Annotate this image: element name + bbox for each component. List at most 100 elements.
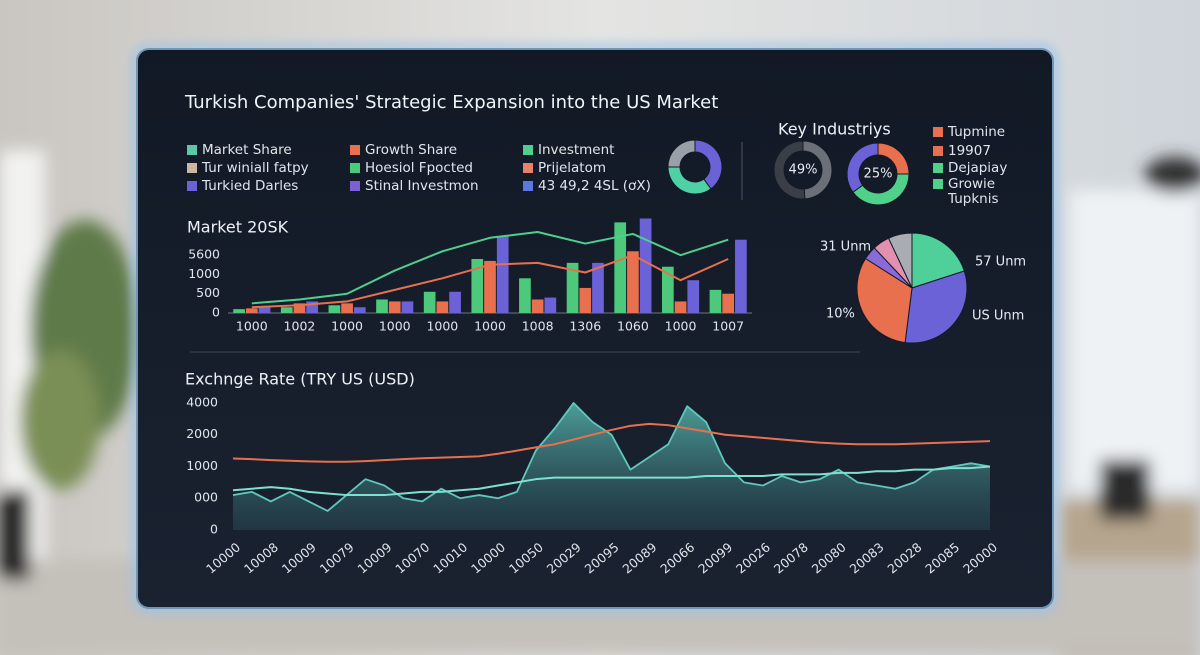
y-tick-label: 5600 <box>188 247 220 262</box>
slice <box>887 232 913 289</box>
x-tick-label: 1000 <box>426 319 458 334</box>
bar <box>687 280 700 313</box>
y-tick-label: 000 <box>194 490 218 505</box>
bar <box>388 301 401 313</box>
bar <box>674 301 687 313</box>
legend-swatch <box>933 163 943 173</box>
x-tick-label: 1002 <box>284 319 316 334</box>
legend-label: Growie <box>948 176 995 192</box>
x-tick-label: 1000 <box>379 319 411 334</box>
center-label: 49% <box>789 163 818 178</box>
y-tick-label: 500 <box>196 285 220 300</box>
annotation: 57 Unm <box>975 255 1026 270</box>
y-tick-label: 4000 <box>186 394 218 409</box>
bar <box>639 218 652 313</box>
legend-label: Investment <box>538 142 614 158</box>
y-tick-label: 1000 <box>188 266 220 281</box>
annotation: 10% <box>826 307 855 322</box>
chart-title: Exchnge Rate (TRY US (USD) <box>185 370 415 389</box>
bar <box>258 307 271 313</box>
dashboard: Market 20SK Market Share Growth Share Inves… <box>185 120 1026 577</box>
bar <box>592 262 604 313</box>
x-tick-label: 1000 <box>236 319 268 334</box>
x-tick-label: 1060 <box>617 319 649 334</box>
x-tick-label: 1000 <box>665 319 697 334</box>
legend-label: Tupknis <box>947 191 998 207</box>
y-tick-label: 0 <box>212 305 220 320</box>
bar <box>566 262 579 313</box>
legend-swatch <box>523 163 533 173</box>
legend-swatch <box>350 181 360 191</box>
legend-swatch <box>187 181 197 191</box>
area-line <box>232 402 991 512</box>
bar <box>341 303 353 313</box>
bar <box>306 301 319 313</box>
legend-label: 43 49,2 4SL (ơX) <box>538 178 651 194</box>
slice <box>904 270 968 344</box>
legend-swatch <box>933 127 943 137</box>
bar <box>328 305 341 313</box>
area <box>233 402 990 530</box>
bar <box>293 303 306 313</box>
bar <box>280 307 293 313</box>
x-tick-label: 1000 <box>331 319 363 334</box>
slice <box>911 232 965 289</box>
legend-swatch <box>523 145 533 155</box>
line <box>251 231 729 305</box>
legend-label: Tur winiall fatpy <box>201 160 309 176</box>
bar <box>484 260 496 313</box>
bar <box>627 251 639 313</box>
bar <box>661 266 674 313</box>
legend-label: Tupmine <box>947 124 1005 140</box>
legend-swatch <box>933 179 943 189</box>
bar <box>471 259 484 313</box>
bar <box>614 222 627 313</box>
legend-swatch <box>523 181 533 191</box>
x-tick-label: 1007 <box>712 319 744 334</box>
dashboard-title: Turkish Companies' Strategic Expansion i… <box>184 92 718 113</box>
center-label: 25% <box>864 167 893 182</box>
legend-swatch <box>350 163 360 173</box>
legend-swatch <box>350 145 360 155</box>
slice <box>667 139 696 168</box>
x-tick-label: 1000 <box>474 319 506 334</box>
bar <box>709 289 722 313</box>
annotation: US Unm <box>972 309 1024 324</box>
legend-label: 19907 <box>948 143 991 159</box>
y-tick-label: 2000 <box>186 426 218 441</box>
line <box>232 422 991 463</box>
bar <box>436 301 449 313</box>
chart-title: Market 20SK <box>187 218 289 237</box>
bar <box>233 309 245 313</box>
legend-label: Dejapiay <box>948 160 1007 176</box>
y-tick-label: 0 <box>210 522 218 537</box>
bar <box>496 235 509 313</box>
slice <box>773 140 806 200</box>
bar <box>531 299 544 313</box>
bar <box>423 291 436 313</box>
screen-glow <box>132 44 1058 613</box>
y-tick-label: 1000 <box>186 458 218 473</box>
x-tick-label: 1306 <box>569 319 601 334</box>
bar <box>245 308 258 313</box>
legend-swatch <box>933 146 943 156</box>
x-tick-label: 1008 <box>522 319 554 334</box>
bar <box>449 291 461 313</box>
legend-label: Market Share <box>202 142 292 158</box>
bar <box>579 287 592 313</box>
legend-label: Stinal Investmon <box>365 178 479 194</box>
slice <box>846 142 879 193</box>
legend-label: Prijelatom <box>538 160 606 176</box>
bar <box>401 301 414 313</box>
bar <box>735 239 747 313</box>
line <box>251 254 729 309</box>
bar <box>519 278 531 313</box>
annotation: 31 Unm <box>820 240 871 255</box>
legend-label: Turkied Darles <box>201 178 298 194</box>
legend-swatch <box>187 145 197 155</box>
chart-title: Key Industriys <box>778 120 891 139</box>
bar <box>353 307 366 313</box>
bar <box>722 293 735 313</box>
legend-swatch <box>187 163 197 173</box>
